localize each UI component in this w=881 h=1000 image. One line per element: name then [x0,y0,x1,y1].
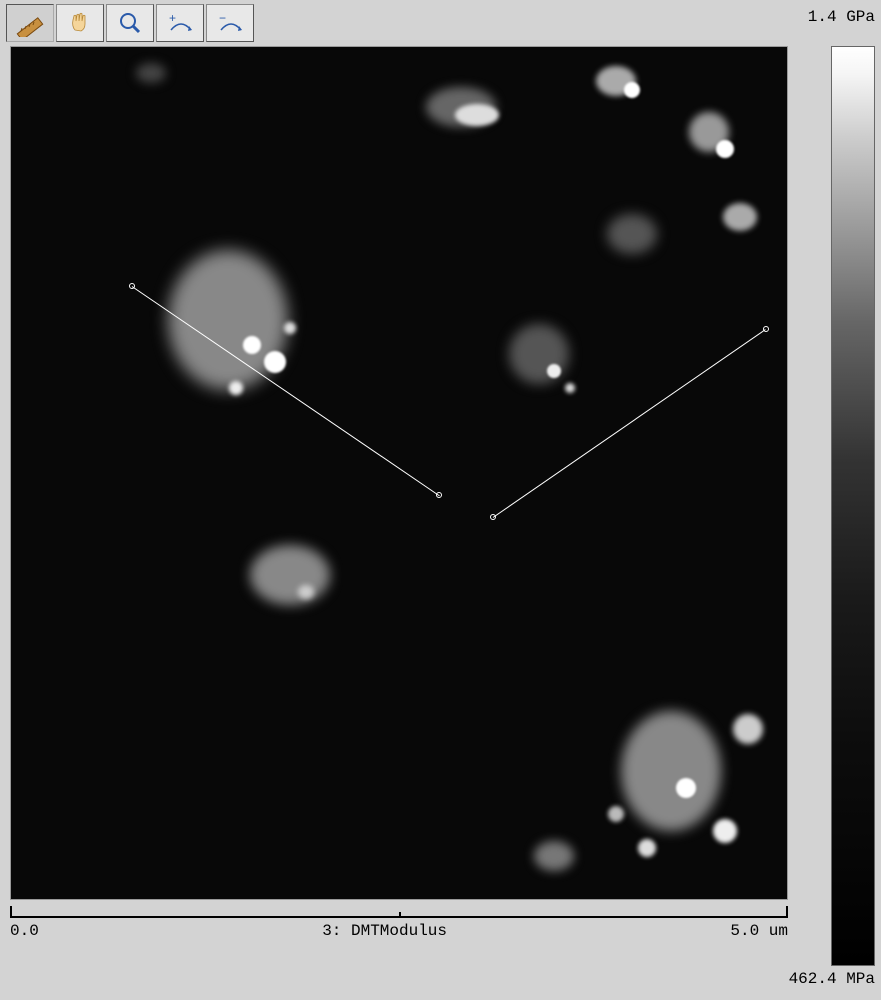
bright-region [547,364,561,378]
x-min-label: 0.0 [10,922,39,940]
bright-region [608,806,624,822]
measurement-endpoint[interactable] [129,283,135,289]
scale-max-label: 1.4 GPa [808,8,875,26]
bright-region [716,140,734,158]
measurement-endpoint[interactable] [490,514,496,520]
zoom-out-icon: − [215,10,245,36]
channel-label: 3: DMTModulus [322,922,447,940]
bright-region [264,351,286,373]
bright-region [455,104,499,126]
zoom-in-icon: + [165,10,195,36]
zoom-in-tool-button[interactable]: + [156,4,204,42]
bright-region [723,203,757,231]
pan-tool-button[interactable] [56,4,104,42]
measurement-endpoint[interactable] [436,492,442,498]
bright-region [676,778,696,798]
bright-region [733,714,763,744]
x-max-label: 5.0 um [730,922,788,940]
bright-region [607,214,657,254]
bright-region [298,585,314,599]
ruler-tool-button[interactable] [6,4,54,42]
bright-region [243,336,261,354]
bright-region [284,322,296,334]
svg-text:+: + [169,11,176,25]
bright-region [229,381,243,395]
magnifier-icon [117,10,143,36]
microscopy-image [11,47,787,899]
zoom-tool-button[interactable] [106,4,154,42]
x-axis-ruler [10,906,788,918]
bright-region [534,841,574,871]
colorbar [831,46,875,966]
bright-region [638,839,656,857]
svg-text:−: − [219,11,226,25]
bright-region [713,819,737,843]
scale-min-label: 462.4 MPa [789,970,875,988]
bright-region [624,82,640,98]
ruler-icon [13,9,47,37]
hand-icon [67,10,93,36]
zoom-out-tool-button[interactable]: − [206,4,254,42]
image-viewport[interactable] [10,46,788,900]
measurement-endpoint[interactable] [763,326,769,332]
bright-region [621,711,721,831]
bright-region [250,545,330,605]
bright-region [565,383,575,393]
toolbar: + − [6,4,254,42]
x-axis-labels: 0.0 3: DMTModulus 5.0 um [10,922,788,940]
bright-region [136,63,166,83]
